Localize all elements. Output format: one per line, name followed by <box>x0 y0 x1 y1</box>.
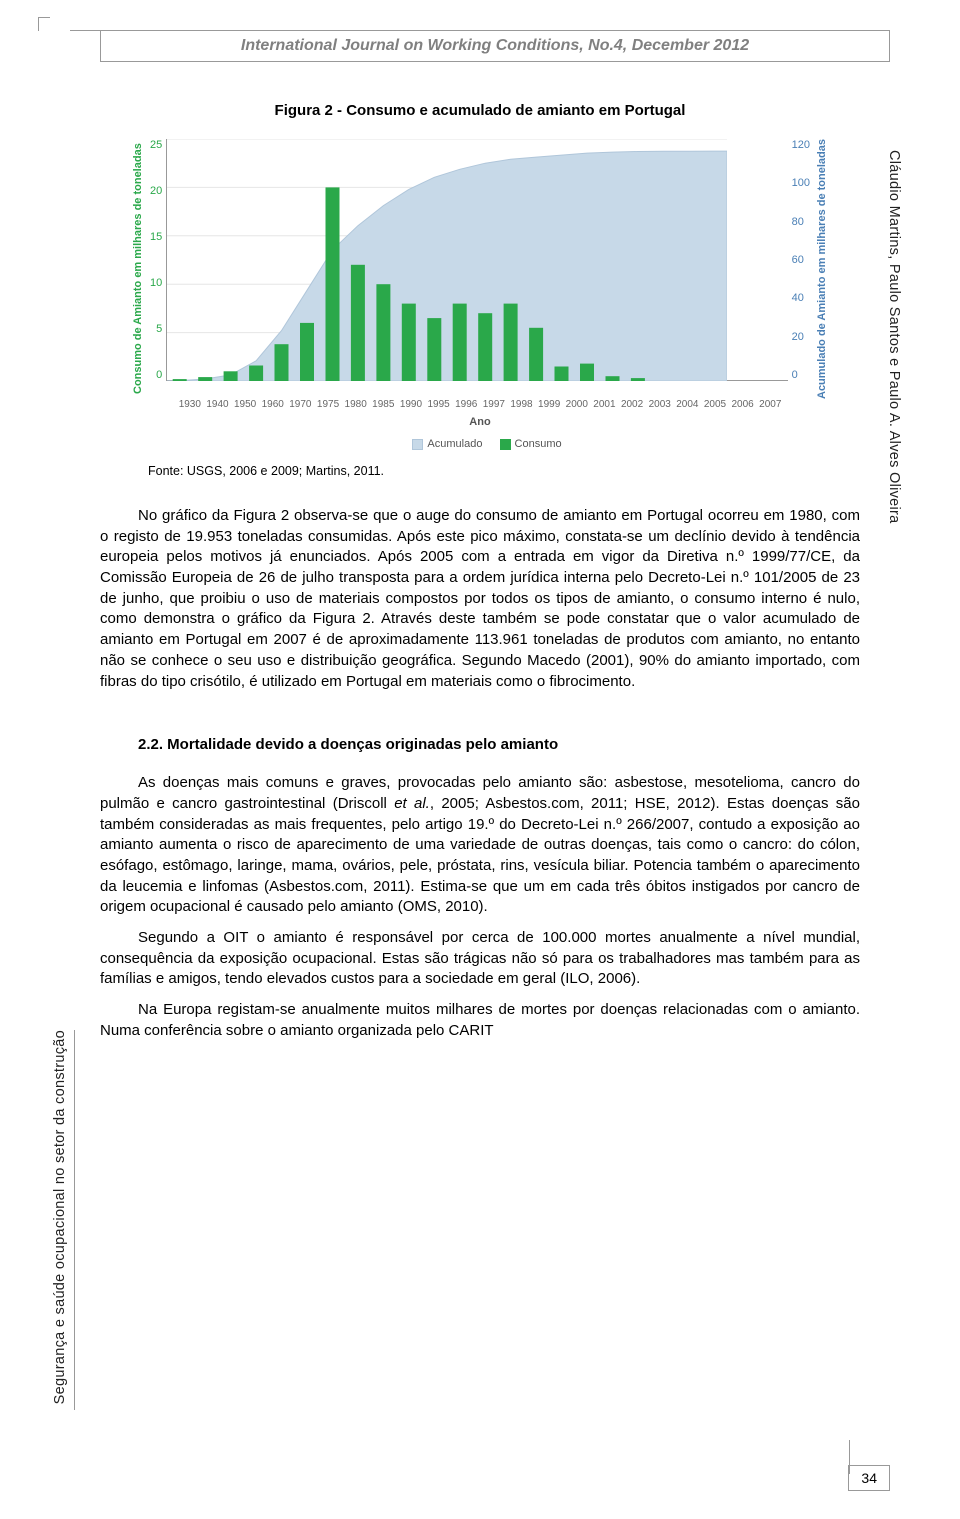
legend-swatch-acumulado <box>412 439 423 450</box>
legend-swatch-consumo <box>500 439 511 450</box>
page-number: 34 <box>848 1465 890 1491</box>
header-rule-block: International Journal on Working Conditi… <box>100 30 860 62</box>
body-paragraph-3: Segundo a OIT o amianto é responsável po… <box>100 928 860 990</box>
legend-label-acumulado: Acumulado <box>427 438 482 450</box>
body-paragraph-2: As doenças mais comuns e graves, provoca… <box>100 773 860 918</box>
legend-label-consumo: Consumo <box>515 438 562 450</box>
y-right-axis-label: Acumulado de Amianto em milhares de tone… <box>814 139 830 399</box>
x-ticks: 1930194019501960197019751980198519901995… <box>176 399 784 410</box>
journal-title-box: International Journal on Working Conditi… <box>100 30 890 62</box>
left-margin-rule <box>74 1030 75 1410</box>
subheading-2-2: 2.2. Mortalidade devido a doenças origin… <box>100 736 860 753</box>
y-right-ticks: 120100806040200 <box>788 139 814 399</box>
margin-authors: Cláudio Martins, Paulo Santos e Paulo A.… <box>886 150 902 524</box>
body-paragraph-4: Na Europa registam-se anualmente muitos … <box>100 1000 860 1041</box>
body-paragraph-1: No gráfico da Figura 2 observa-se que o … <box>100 506 860 692</box>
margin-topic: Segurança e saúde ocupacional no setor d… <box>52 1030 68 1404</box>
y-left-axis-label: Consumo de Amianto em milhares de tonela… <box>130 139 146 399</box>
chart-legend: Acumulado Consumo <box>130 438 830 450</box>
journal-title: International Journal on Working Conditi… <box>119 37 871 55</box>
chart-plot-area <box>166 139 787 381</box>
figure-source: Fonte: USGS, 2006 e 2009; Martins, 2011. <box>148 464 860 478</box>
x-axis-label: Ano <box>130 416 830 428</box>
figure-title: Figura 2 - Consumo e acumulado de amiant… <box>100 102 860 119</box>
y-left-ticks: 2520151050 <box>146 139 166 399</box>
figure-chart: Consumo de Amianto em milhares de tonela… <box>130 139 830 450</box>
